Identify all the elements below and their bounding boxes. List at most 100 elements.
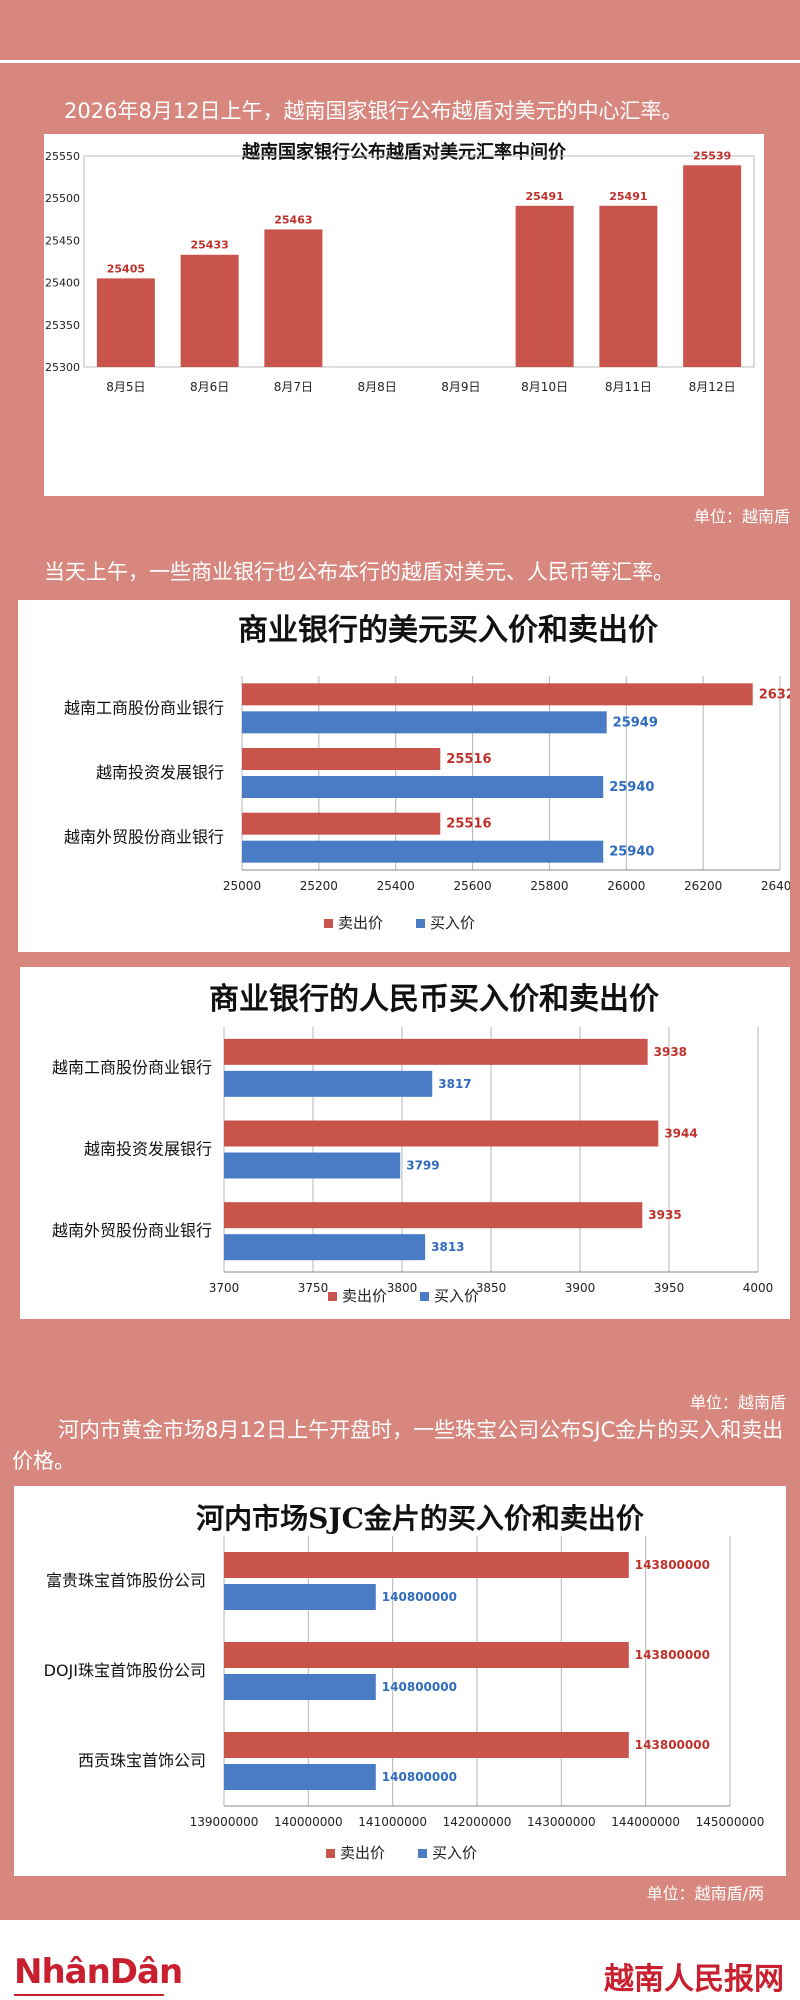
- legend-label: 卖出价: [342, 1287, 387, 1305]
- data-label: 3817: [438, 1077, 471, 1091]
- x-tick-label: 139000000: [190, 1815, 259, 1829]
- x-tick-label: 26200: [684, 879, 722, 893]
- category-label: 越南外贸股份商业银行: [64, 828, 224, 847]
- bar-buy: [224, 1070, 433, 1097]
- bar-sell: [242, 683, 753, 706]
- x-tick-label: 8月9日: [441, 380, 480, 394]
- logo-text: NhânDân: [14, 1952, 183, 1992]
- category-label: 富贵珠宝首饰股份公司: [46, 1571, 206, 1590]
- legend-label: 卖出价: [340, 1844, 385, 1862]
- category-label: 越南工商股份商业银行: [52, 1058, 212, 1077]
- x-tick-label: 26400: [761, 879, 790, 893]
- x-tick-label: 25000: [223, 879, 261, 893]
- bar-buy: [224, 1152, 401, 1179]
- x-tick-label: 8月10日: [521, 380, 568, 394]
- x-tick-label: 3900: [565, 1281, 596, 1295]
- category-label: 越南外贸股份商业银行: [52, 1221, 212, 1240]
- x-tick-label: 143000000: [527, 1815, 596, 1829]
- bar-buy: [224, 1234, 426, 1261]
- y-tick-label: 25450: [45, 234, 80, 247]
- category-label: 越南工商股份商业银行: [64, 698, 224, 717]
- data-label: 25940: [609, 845, 654, 860]
- data-label: 25463: [274, 213, 312, 226]
- bar: [180, 254, 239, 367]
- legend-swatch: [420, 1292, 429, 1301]
- category-label: 越南投资发展银行: [84, 1140, 212, 1159]
- bar-sell: [224, 1202, 643, 1229]
- data-label: 25491: [609, 190, 647, 203]
- data-label: 140800000: [382, 1680, 457, 1694]
- x-tick-label: 3750: [298, 1281, 329, 1295]
- legend-label: 买入价: [430, 914, 475, 932]
- chart-panel-central-rate: 越南国家银行公布越盾对美元汇率中间价 25300 25350 25400 25450 25…: [44, 134, 764, 496]
- x-tick-label: 144000000: [611, 1815, 680, 1829]
- x-tick-label: 140000000: [274, 1815, 343, 1829]
- bar-sell: [224, 1642, 629, 1668]
- usd-rate-chart: 商业银行的美元买入价和卖出价 25000 25200 25400 25600 25800 2…: [64, 613, 790, 932]
- legend-swatch: [328, 1292, 337, 1301]
- x-tick-label: 25400: [377, 879, 415, 893]
- data-label: 26329: [759, 687, 790, 702]
- category-label: 越南投资发展银行: [96, 763, 224, 782]
- bar: [515, 205, 574, 367]
- bar-buy: [242, 776, 604, 798]
- category-label: 西贡珠宝首饰公司: [78, 1751, 206, 1770]
- x-tick-label: 8月11日: [605, 380, 652, 394]
- data-label: 143800000: [635, 1648, 710, 1662]
- legend-label: 买入价: [432, 1844, 477, 1862]
- legend-swatch: [326, 1849, 335, 1858]
- x-tick-label: 25800: [530, 879, 568, 893]
- data-label: 3935: [648, 1208, 681, 1222]
- data-label: 140800000: [382, 1590, 457, 1604]
- chart-title: 商业银行的人民币买入价和卖出价: [209, 982, 659, 1017]
- chart-title: 越南国家银行公布越盾对美元汇率中间价: [241, 141, 567, 163]
- y-tick-label: 25400: [45, 277, 80, 290]
- data-label: 143800000: [635, 1558, 710, 1572]
- chart-panel-cny: 商业银行的人民币买入价和卖出价 3700 3750 3800 3850 3900 3950 4…: [20, 967, 790, 1319]
- x-tick-label: 145000000: [696, 1815, 765, 1829]
- x-tick-label: 3800: [387, 1281, 418, 1295]
- bar: [599, 205, 658, 367]
- category-label: DOJI珠宝首饰股份公司: [44, 1661, 206, 1680]
- data-label: 3799: [406, 1159, 439, 1173]
- data-label: 143800000: [635, 1738, 710, 1752]
- bar: [264, 229, 323, 367]
- chart-title: 商业银行的美元买入价和卖出价: [238, 613, 658, 648]
- x-tick-label: 3950: [654, 1281, 685, 1295]
- cny-rate-chart: 商业银行的人民币买入价和卖出价 3700 3750 3800 3850 3900 3950 4…: [52, 982, 773, 1305]
- x-tick-label: 8月5日: [106, 380, 145, 394]
- gold-price-chart: 河内市场SJC金片的买入价和卖出价 139000000 140000000 14100…: [44, 1502, 765, 1862]
- unit-label-1: 单位：越南盾: [693, 507, 790, 526]
- unit-label-2: 单位：越南盾: [689, 1393, 786, 1412]
- intro-paragraph: 2026年8月12日上午，越南国家银行公布越盾对美元的中心汇率。: [64, 99, 683, 123]
- x-tick-label: 8月7日: [274, 380, 313, 394]
- data-label: 25940: [609, 780, 654, 795]
- data-label: 25405: [107, 262, 145, 275]
- chart-panel-gold: 河内市场SJC金片的买入价和卖出价 139000000 140000000 14100…: [14, 1486, 786, 1876]
- x-tick-label: 3850: [476, 1281, 507, 1295]
- y-tick-label: 25500: [45, 192, 80, 205]
- y-tick-label: 25350: [45, 319, 80, 332]
- bar-sell: [224, 1552, 629, 1578]
- data-label: 3938: [654, 1045, 687, 1059]
- data-label: 25491: [525, 190, 563, 203]
- footer: [0, 1920, 800, 2000]
- legend-swatch: [416, 919, 425, 928]
- bar-sell: [242, 748, 441, 770]
- nhandan-logo[interactable]: NhânDân: [14, 1952, 183, 1996]
- chart-title: 河内市场SJC金片的买入价和卖出价: [196, 1502, 645, 1535]
- gold-paragraph: 河内市黄金市场8月12日上午开盘时，一些珠宝公司公布SJC金片的买入和卖出价格。: [12, 1418, 784, 1473]
- top-banner: [0, 0, 800, 58]
- data-label: 3813: [431, 1240, 464, 1254]
- data-label: 25949: [613, 715, 658, 730]
- data-label: 25539: [693, 149, 731, 162]
- bar-sell: [224, 1732, 629, 1758]
- x-tick-label: 141000000: [358, 1815, 427, 1829]
- data-label: 25433: [190, 239, 228, 252]
- x-tick-label: 8月12日: [689, 380, 736, 394]
- bar: [96, 278, 155, 367]
- legend-label: 买入价: [434, 1287, 479, 1305]
- bar-sell: [224, 1120, 659, 1147]
- second-paragraph: 当天上午，一些商业银行也公布本行的越盾对美元、人民币等汇率。: [44, 560, 674, 584]
- legend-swatch: [324, 919, 333, 928]
